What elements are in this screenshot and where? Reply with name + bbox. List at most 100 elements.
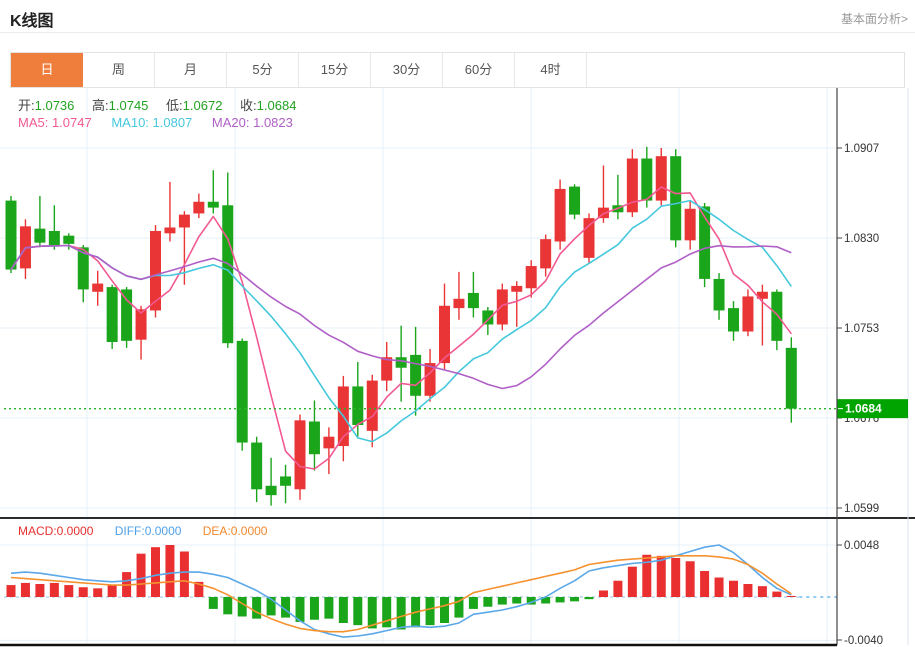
macd-bar: [570, 597, 580, 602]
macd-bar: [700, 571, 710, 597]
candle-body: [771, 291, 783, 341]
tab-month[interactable]: 月: [155, 53, 227, 87]
low-label: 低:: [166, 98, 183, 113]
macd-bar: [786, 595, 796, 597]
macd-bar: [512, 597, 522, 604]
candle-body: [742, 296, 754, 332]
macd-bar: [78, 587, 88, 597]
macd-bar: [151, 547, 160, 597]
ma20-line: [10, 244, 792, 390]
dea-line: [10, 554, 792, 633]
tab-30min[interactable]: 30分: [371, 53, 443, 87]
macd-axis-label: -0.0040: [844, 635, 883, 647]
candle-body: [713, 278, 725, 311]
macd-bar: [627, 566, 637, 597]
macd-bar: [281, 597, 291, 618]
macd-bar: [743, 584, 753, 597]
macd-bar: [309, 597, 319, 620]
candle-body: [121, 289, 133, 341]
macd-bar: [208, 597, 218, 609]
tab-day[interactable]: 日: [11, 53, 83, 87]
macd-bar: [49, 582, 59, 597]
candle-body: [655, 156, 667, 201]
macd-bar: [555, 597, 565, 603]
candle-body: [496, 289, 508, 325]
macd-bar: [440, 597, 449, 623]
candle-body: [569, 186, 581, 215]
tab-5min[interactable]: 5分: [227, 53, 299, 87]
macd-bar: [6, 585, 16, 597]
dea-value-legend: DEA:0.0000: [202, 524, 268, 538]
macd-bar: [20, 582, 30, 597]
candle-body: [280, 476, 292, 486]
open-label: 开:: [18, 98, 35, 113]
candle-body: [251, 442, 263, 490]
candle-body: [92, 283, 104, 292]
macd-bar: [757, 586, 767, 597]
macd-bar: [396, 597, 406, 630]
candle-body: [670, 156, 682, 241]
price-axis-label: 1.0599: [844, 503, 879, 515]
macd-value-legend: MACD:0.0000: [18, 524, 94, 538]
macd-bar: [252, 597, 262, 619]
ohlc-legend: 开:1.0736 高:1.0745 低:1.0672 收:1.0684: [18, 95, 310, 114]
macd-bar: [714, 577, 724, 597]
candle-body: [482, 310, 494, 325]
macd-bar: [613, 580, 623, 597]
tab-15min[interactable]: 15分: [299, 53, 371, 87]
macd-bar: [425, 597, 435, 626]
candle-body: [366, 380, 378, 431]
macd-bar: [35, 584, 45, 597]
candle-body: [222, 205, 234, 344]
open-value: 1.0736: [34, 98, 75, 113]
macd-bar: [483, 597, 493, 607]
current-price-badge: [837, 399, 908, 419]
candle-body: [439, 305, 450, 364]
candle-body: [424, 363, 436, 396]
diff-value-legend: DIFF:0.0000: [114, 524, 182, 538]
macd-bar: [266, 597, 276, 616]
candle-body: [381, 357, 393, 381]
macd-bar: [107, 585, 117, 597]
candle-body: [135, 309, 147, 340]
macd-bar: [584, 597, 594, 600]
candle-body: [48, 230, 60, 246]
candle-body: [554, 188, 566, 242]
macd-bar: [468, 597, 478, 609]
candle-body: [236, 340, 248, 443]
macd-bar: [194, 581, 204, 597]
candle-body: [150, 230, 161, 311]
candle-body: [294, 420, 306, 490]
current-price-label: 1.0684: [845, 402, 882, 416]
candle-body: [641, 158, 653, 201]
high-label: 高:: [92, 98, 109, 113]
macd-bar: [598, 590, 608, 597]
period-tabbar: 日周月 5分 15分 30分 60分 4时: [10, 52, 905, 88]
candle-body: [34, 228, 46, 243]
ma5-line: [10, 186, 792, 470]
tab-week[interactable]: 周: [83, 53, 155, 87]
tab-60min[interactable]: 60分: [443, 53, 515, 87]
macd-bar: [136, 553, 146, 597]
macd-bar: [338, 597, 348, 623]
tabbar-filler: [587, 53, 904, 87]
tab-4hour[interactable]: 4时: [515, 53, 587, 87]
candle-body: [308, 421, 320, 455]
fundamental-analysis-link[interactable]: 基本面分析>: [840, 12, 908, 26]
candle-body: [265, 485, 277, 496]
candle-body: [395, 357, 407, 368]
candle-body: [178, 214, 190, 228]
macd-bar: [64, 585, 74, 597]
diff-line: [10, 544, 792, 638]
candle-body: [77, 247, 89, 290]
macd-bar: [454, 597, 464, 618]
macd-bar: [179, 551, 189, 597]
candle-body: [728, 308, 739, 332]
macd-bar: [497, 597, 507, 605]
candle-body: [756, 291, 768, 299]
macd-bar: [729, 580, 738, 597]
macd-bar: [656, 555, 666, 597]
candle-body: [626, 158, 638, 213]
